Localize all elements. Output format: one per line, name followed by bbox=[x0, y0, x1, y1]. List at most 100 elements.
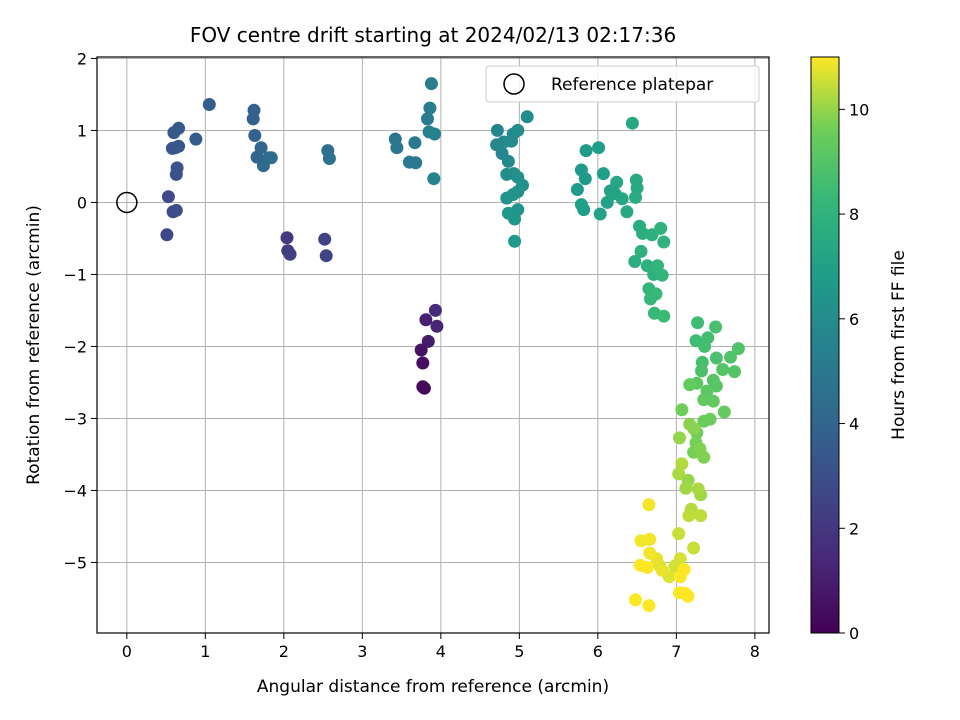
y-tick-label: 0 bbox=[77, 193, 87, 212]
data-point bbox=[596, 167, 610, 181]
colorbar-ticks: 0 2 4 6 8 10 bbox=[839, 100, 869, 643]
data-point bbox=[706, 394, 720, 408]
data-points bbox=[160, 77, 745, 613]
data-point bbox=[695, 364, 708, 378]
data-point bbox=[717, 405, 731, 419]
data-point bbox=[428, 303, 442, 317]
colorbar-tick-label: 6 bbox=[849, 310, 859, 329]
data-point bbox=[655, 563, 669, 577]
legend-marker-reference bbox=[503, 73, 525, 95]
y-tick-label: 2 bbox=[77, 49, 87, 68]
colorbar-tick-label: 4 bbox=[849, 415, 859, 434]
data-point bbox=[424, 77, 438, 91]
x-tick-label: 5 bbox=[514, 642, 524, 661]
data-point bbox=[681, 589, 695, 603]
data-point bbox=[628, 255, 642, 268]
reference-platepar-marker bbox=[116, 191, 138, 214]
data-point bbox=[592, 141, 606, 155]
data-point bbox=[683, 378, 697, 392]
data-point bbox=[423, 101, 437, 115]
colorbar-tick-label: 10 bbox=[849, 100, 869, 119]
data-point bbox=[283, 247, 297, 261]
data-point bbox=[579, 144, 593, 158]
data-point bbox=[248, 129, 262, 142]
data-point bbox=[511, 123, 525, 137]
x-axis-ticks: 0 1 2 3 4 5 6 7 8 bbox=[122, 633, 760, 661]
data-point bbox=[655, 268, 669, 282]
data-point bbox=[642, 498, 656, 512]
y-tick-label: −3 bbox=[63, 409, 87, 428]
x-tick-label: 6 bbox=[593, 642, 603, 661]
data-point bbox=[409, 156, 423, 170]
legend-entry-reference-platepar: Reference platepar bbox=[551, 75, 713, 95]
data-point bbox=[610, 175, 624, 189]
data-point bbox=[687, 541, 701, 555]
data-point bbox=[654, 221, 668, 235]
y-tick-label: −1 bbox=[63, 265, 87, 284]
x-tick-label: 3 bbox=[357, 642, 367, 661]
data-point bbox=[318, 232, 332, 246]
colorbar-label: Hours from first FF file bbox=[889, 250, 909, 440]
data-point bbox=[416, 356, 430, 370]
data-point bbox=[657, 235, 671, 249]
data-point bbox=[247, 103, 261, 117]
x-tick-label: 2 bbox=[279, 642, 289, 661]
y-axis-label: Rotation from reference (arcmin) bbox=[24, 205, 44, 485]
x-tick-label: 1 bbox=[200, 642, 210, 661]
colorbar-tick-label: 2 bbox=[849, 519, 859, 538]
data-point bbox=[419, 313, 433, 327]
chart-title: FOV centre drift starting at 2024/02/13 … bbox=[190, 23, 676, 47]
data-point bbox=[577, 203, 591, 217]
data-point bbox=[709, 320, 723, 334]
data-point bbox=[728, 365, 741, 379]
data-point bbox=[408, 136, 422, 150]
data-point bbox=[649, 287, 663, 301]
data-point bbox=[160, 228, 174, 242]
plot-frame bbox=[96, 56, 770, 634]
data-point bbox=[615, 192, 629, 206]
x-tick-label: 7 bbox=[671, 642, 681, 661]
data-point bbox=[675, 403, 689, 417]
x-tick-label: 8 bbox=[750, 642, 760, 661]
y-tick-label: −4 bbox=[63, 481, 87, 500]
data-point bbox=[508, 212, 522, 226]
data-point bbox=[254, 141, 268, 155]
data-point bbox=[421, 112, 434, 126]
data-point bbox=[629, 190, 642, 204]
data-point bbox=[430, 319, 444, 333]
data-point bbox=[508, 234, 522, 248]
data-point bbox=[172, 121, 186, 135]
x-axis-label: Angular distance from reference (arcmin) bbox=[257, 677, 609, 697]
colorbar: 0 2 4 6 8 10 Hours from first FF file bbox=[810, 56, 909, 643]
data-point bbox=[731, 342, 745, 356]
data-point bbox=[694, 509, 708, 523]
data-point bbox=[506, 188, 520, 201]
data-point bbox=[625, 116, 639, 130]
data-point bbox=[620, 205, 634, 219]
data-point bbox=[640, 561, 654, 574]
data-point bbox=[677, 563, 691, 577]
colorbar-gradient bbox=[810, 56, 840, 634]
data-point bbox=[390, 141, 404, 155]
data-point bbox=[322, 152, 336, 165]
y-tick-label: −5 bbox=[63, 553, 87, 572]
data-point bbox=[634, 244, 648, 258]
data-point bbox=[202, 98, 216, 111]
data-point bbox=[657, 309, 671, 323]
data-point bbox=[691, 482, 705, 496]
data-point bbox=[672, 467, 686, 481]
data-point bbox=[570, 183, 584, 196]
data-point bbox=[679, 481, 693, 495]
data-point bbox=[428, 127, 442, 141]
y-tick-label: 1 bbox=[77, 121, 87, 140]
data-point bbox=[416, 380, 430, 394]
y-tick-label: −2 bbox=[63, 337, 87, 356]
data-point bbox=[693, 442, 707, 456]
data-point bbox=[698, 339, 712, 353]
data-point bbox=[593, 207, 607, 221]
data-point bbox=[672, 527, 686, 541]
data-point bbox=[600, 195, 614, 209]
data-point bbox=[643, 546, 657, 560]
